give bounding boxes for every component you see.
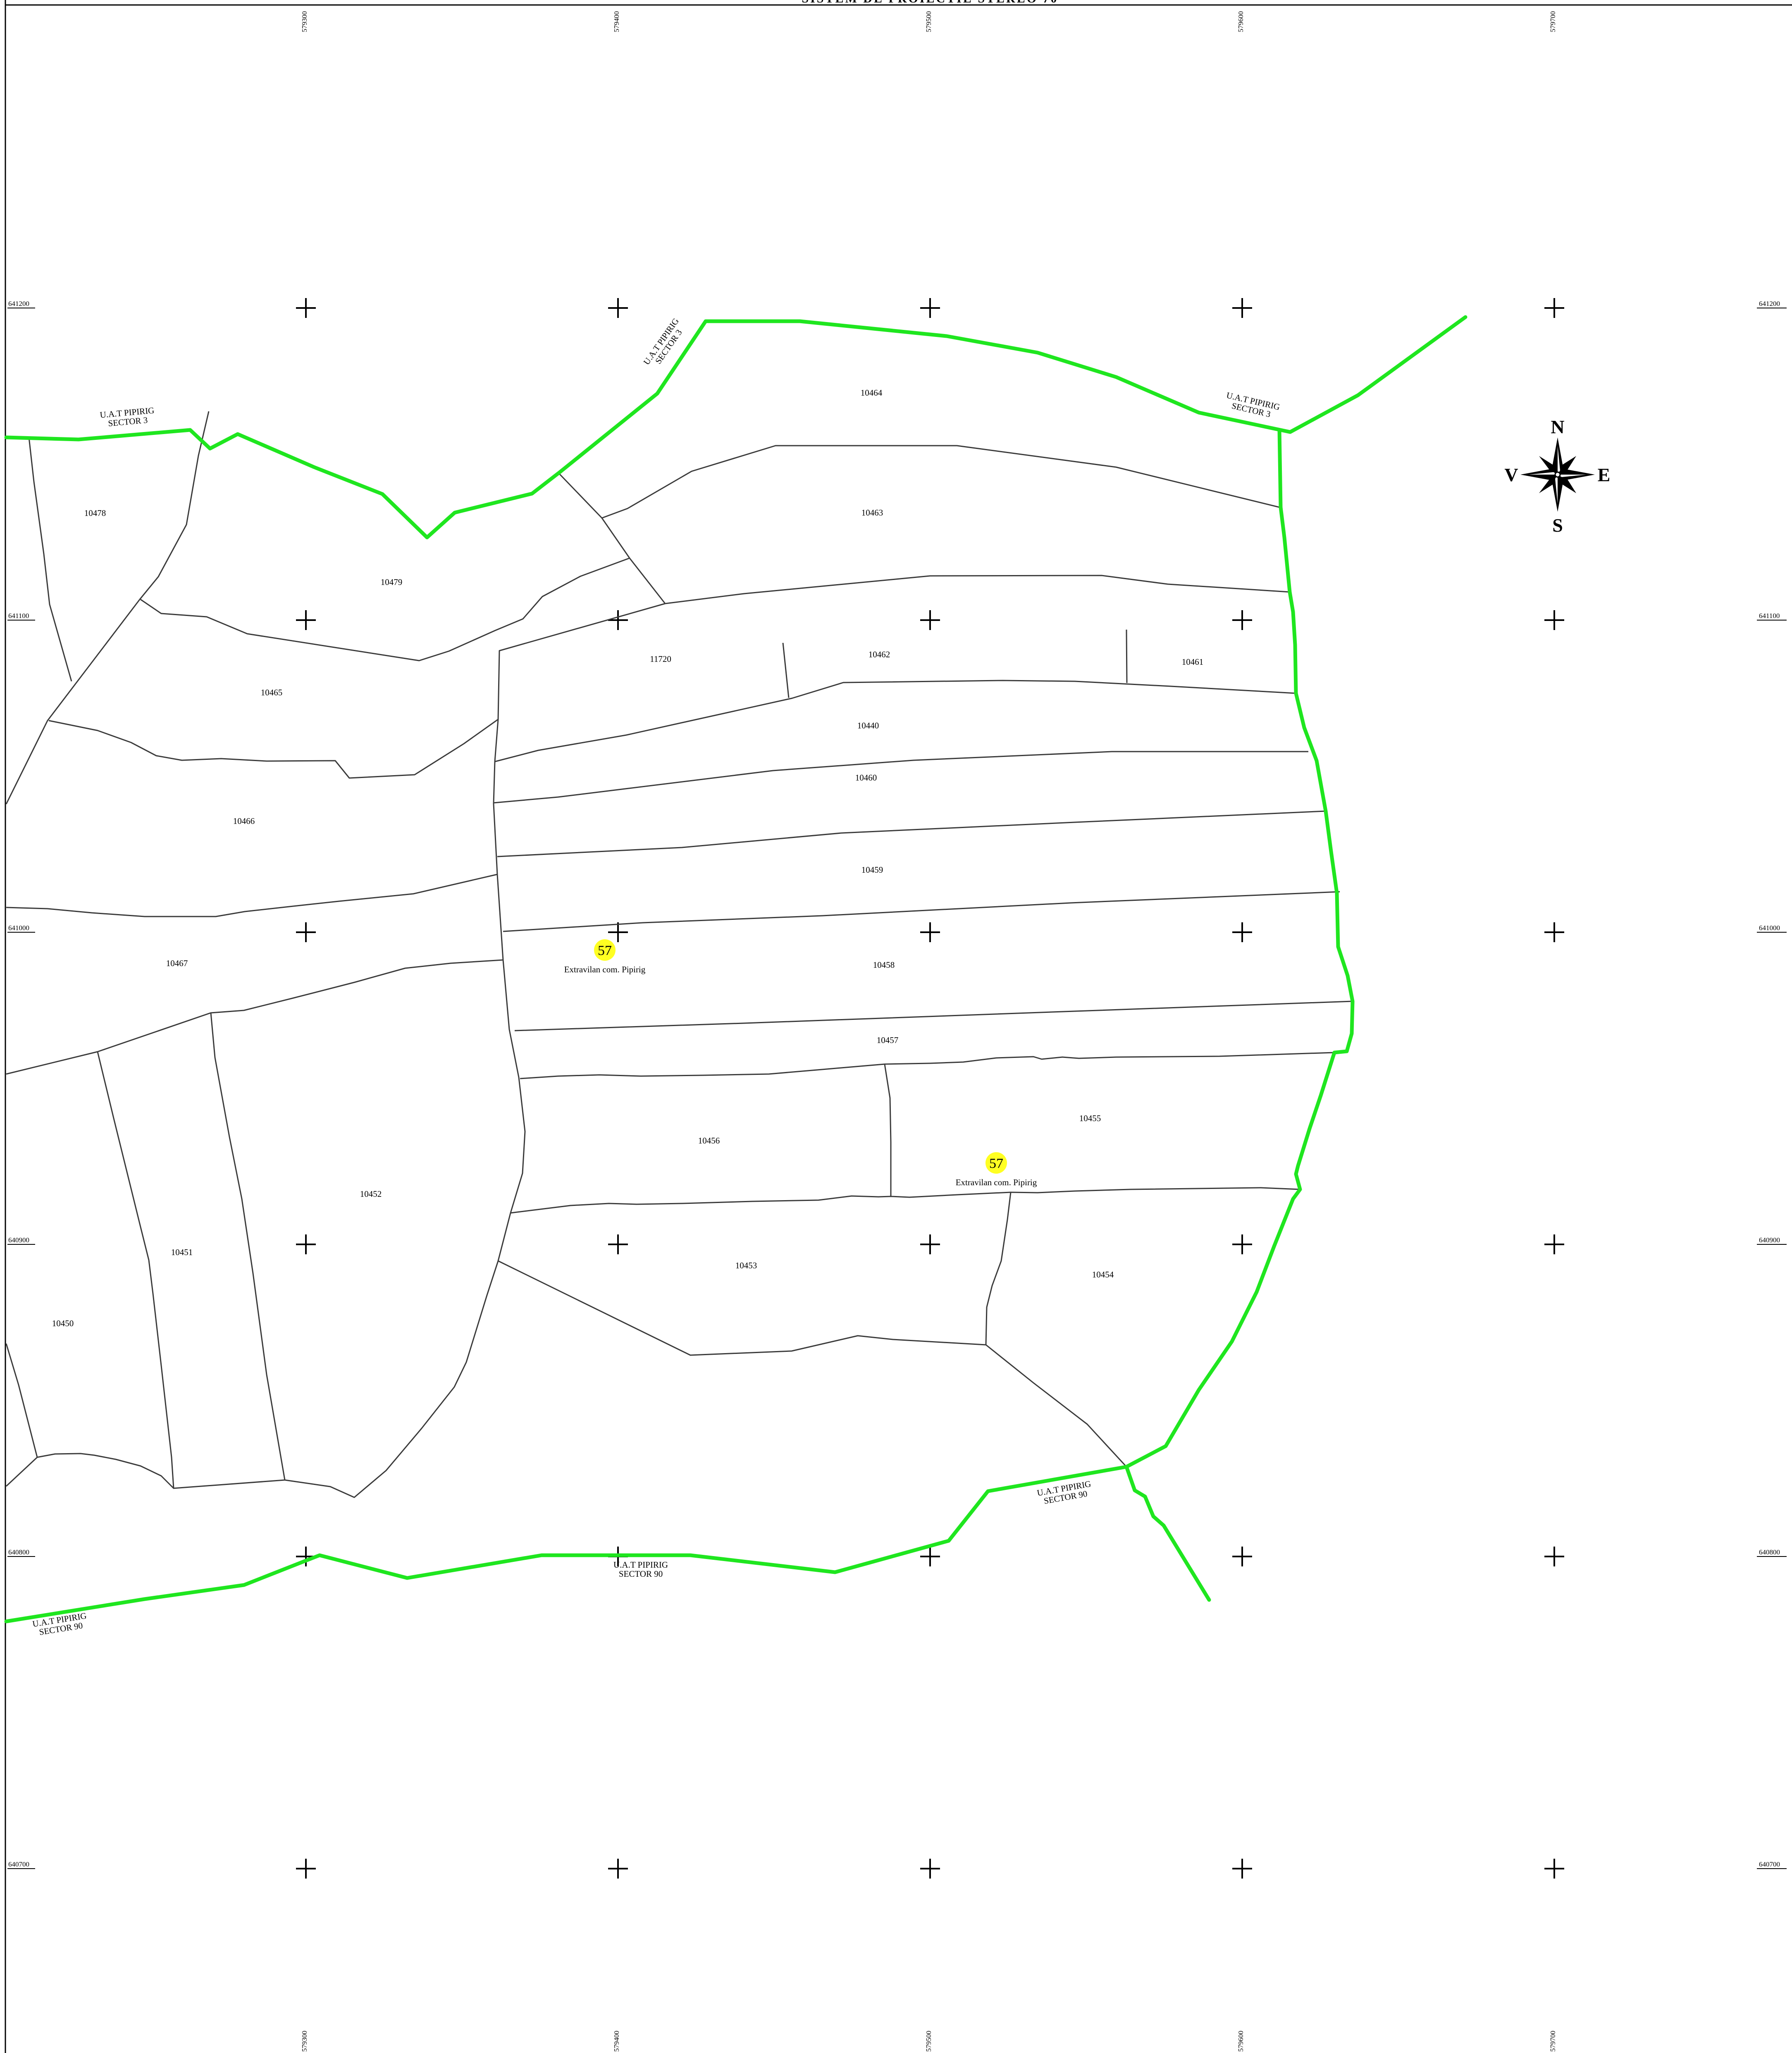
grid-y-label: 641100 bbox=[1759, 612, 1780, 620]
uat-label-top-right: U.A.T PIPIRIG SECTOR 3 bbox=[1226, 390, 1281, 419]
grid-x-labels-top: 579300 579400 579500 579600 579700 bbox=[301, 11, 1557, 32]
grid-y-label: 641100 bbox=[8, 612, 29, 620]
parcel-label: 10464 bbox=[861, 388, 883, 398]
grid-x-label: 579500 bbox=[925, 11, 933, 32]
grid-x-label: 579300 bbox=[301, 11, 308, 32]
grid-y-label: 640700 bbox=[8, 1860, 29, 1868]
compass-south: S bbox=[1552, 515, 1563, 536]
parcel-label: 10456 bbox=[698, 1136, 720, 1146]
extravilan-marker[interactable]: 57 Extravilan com. Pipirig bbox=[564, 939, 646, 974]
parcel-label: 10440 bbox=[857, 721, 879, 730]
grid-x-label: 579500 bbox=[925, 2031, 933, 2052]
parcel-label: 10467 bbox=[166, 958, 188, 968]
parcel-label: 10451 bbox=[171, 1247, 193, 1257]
marker-label: Extravilan com. Pipirig bbox=[956, 1177, 1037, 1187]
uat-boundaries bbox=[4, 315, 1467, 1623]
parcel-label: 10479 bbox=[381, 577, 403, 587]
parcel-label: 10454 bbox=[1092, 1270, 1114, 1280]
map-title: SISTEM DE PROIECTIE STEREO 70 bbox=[802, 0, 1058, 5]
grid-x-label: 579600 bbox=[1237, 2031, 1245, 2052]
grid-y-label: 641000 bbox=[1759, 924, 1780, 932]
grid-y-labels-left: 641200 641100 641000 640900 640800 64070… bbox=[8, 300, 29, 1868]
marker-number: 57 bbox=[598, 943, 612, 958]
parcel-label: 10458 bbox=[873, 960, 895, 970]
grid-crosses bbox=[296, 298, 1564, 1879]
parcel-label: 10462 bbox=[869, 649, 890, 659]
uat-label-bottom-center: U.A.T PIPIRIG SECTOR 90 bbox=[613, 1560, 668, 1579]
uat-label-line: SECTOR 90 bbox=[619, 1569, 663, 1579]
grid-y-label: 641200 bbox=[1759, 300, 1780, 308]
grid-y-label: 640700 bbox=[1759, 1860, 1780, 1868]
uat-label-top-diagonal: U.A.T PIPIRIG SECTOR 3 bbox=[642, 316, 684, 367]
parcel-labels: 10464 10463 10478 10479 11720 10462 1046… bbox=[52, 388, 1204, 1328]
uat-label-line: U.A.T PIPIRIG bbox=[613, 1560, 668, 1570]
parcel-label: 10460 bbox=[855, 773, 877, 783]
grid-x-label: 579400 bbox=[613, 2031, 620, 2052]
grid-y-labels-right: 641200 641100 641000 640900 640800 64070… bbox=[1759, 300, 1780, 1868]
grid-y-label: 641200 bbox=[8, 300, 29, 308]
marker-badge bbox=[985, 1152, 1007, 1174]
grid-x-labels-bottom: 579300 579400 579500 579600 579700 bbox=[301, 2031, 1557, 2052]
uat-label-top-left: U.A.T PIPIRIG SECTOR 3 bbox=[100, 405, 155, 428]
grid-y-label: 640900 bbox=[1759, 1236, 1780, 1244]
compass-rose-icon: N S E V bbox=[1504, 416, 1610, 536]
parcel-label: 10455 bbox=[1079, 1113, 1101, 1123]
parcel-label: 10453 bbox=[735, 1260, 757, 1270]
parcel-label: 10463 bbox=[861, 508, 883, 518]
parcel-label: 10478 bbox=[84, 508, 106, 518]
extravilan-marker[interactable]: 57 Extravilan com. Pipirig bbox=[956, 1152, 1037, 1187]
grid-y-label: 641000 bbox=[8, 924, 29, 932]
grid-y-label: 640800 bbox=[8, 1548, 29, 1556]
parcel-label: 11720 bbox=[650, 654, 671, 664]
parcel-label: 10461 bbox=[1182, 657, 1204, 667]
parcel-label: 10466 bbox=[233, 816, 255, 826]
compass-north: N bbox=[1551, 416, 1564, 437]
grid-label-underlines bbox=[7, 308, 1787, 1869]
parcel-label: 10465 bbox=[261, 688, 283, 697]
parcel-label: 10459 bbox=[861, 865, 883, 875]
marker-badge bbox=[594, 939, 616, 961]
compass-east: E bbox=[1598, 464, 1611, 485]
grid-y-label: 640900 bbox=[8, 1236, 29, 1244]
parcel-label: 10452 bbox=[360, 1189, 382, 1199]
parcel-label: 10450 bbox=[52, 1318, 74, 1328]
grid-x-label: 579700 bbox=[1549, 11, 1557, 32]
grid-x-label: 579700 bbox=[1549, 2031, 1557, 2052]
grid-x-label: 579300 bbox=[301, 2031, 308, 2052]
grid-x-label: 579600 bbox=[1237, 11, 1245, 32]
grid-x-label: 579400 bbox=[613, 11, 620, 32]
marker-label: Extravilan com. Pipirig bbox=[564, 964, 646, 974]
compass-west: V bbox=[1504, 464, 1518, 485]
grid-y-label: 640800 bbox=[1759, 1548, 1780, 1556]
marker-number: 57 bbox=[989, 1156, 1003, 1171]
parcel-lines bbox=[5, 411, 1353, 1498]
parcel-label: 10457 bbox=[877, 1035, 899, 1045]
